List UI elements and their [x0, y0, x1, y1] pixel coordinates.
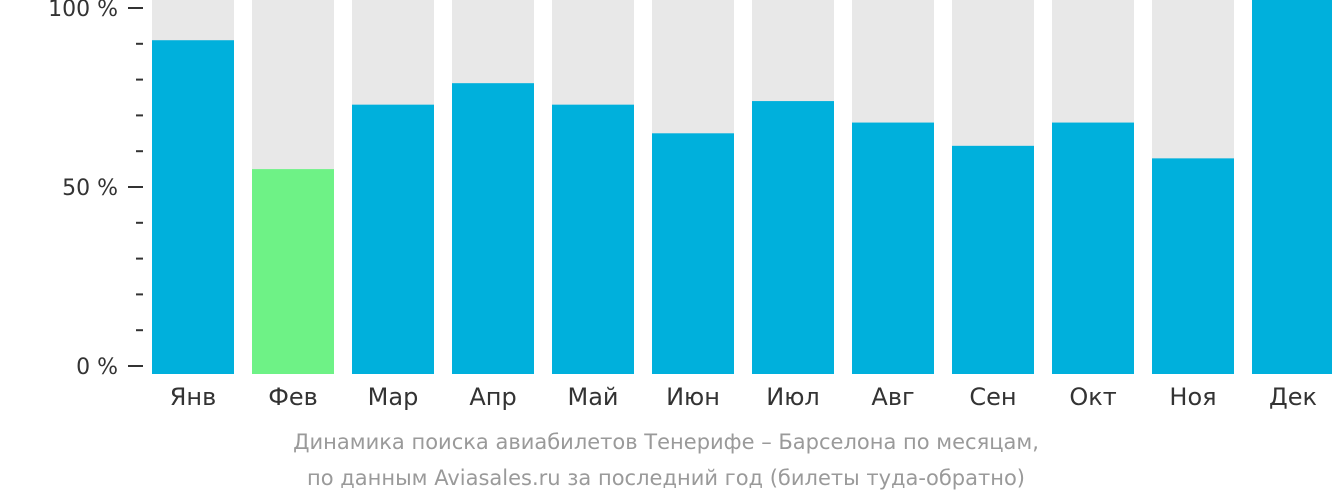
bar-Окт — [1052, 122, 1134, 374]
x-category-label: Ноя — [1169, 383, 1216, 411]
y-tick-label: 100 % — [48, 0, 118, 22]
bar-Июн — [652, 133, 734, 374]
x-category-label: Сен — [969, 383, 1016, 411]
bar-Май — [552, 104, 634, 374]
bar-Мар — [352, 104, 434, 374]
chart-caption-line-1: Динамика поиска авиабилетов Тенерифе – Б… — [293, 430, 1039, 454]
y-tick-label: 0 % — [76, 355, 118, 380]
bar-Сен — [952, 145, 1034, 374]
x-category-label: Июн — [666, 383, 720, 411]
bar-Дек — [1252, 0, 1332, 374]
y-tick-label: 50 % — [62, 176, 118, 201]
bar-Янв — [152, 40, 234, 374]
x-category-label: Июл — [766, 383, 820, 411]
x-category-label: Мар — [368, 383, 419, 411]
x-category-label: Авг — [871, 383, 914, 411]
bar-Авг — [852, 122, 934, 374]
bar-Апр — [452, 83, 534, 375]
bar-Ноя — [1152, 158, 1234, 374]
chart-caption-line-2: по данным Aviasales.ru за последний год … — [307, 466, 1025, 490]
x-category-label: Окт — [1069, 383, 1116, 411]
x-category-label: Дек — [1269, 383, 1317, 411]
x-category-label: Апр — [469, 383, 516, 411]
bar-Фев — [252, 169, 334, 374]
bar-Июл — [752, 101, 834, 374]
x-category-label: Янв — [170, 383, 217, 411]
x-category-label: Май — [567, 383, 618, 411]
x-category-label: Фев — [268, 383, 318, 411]
